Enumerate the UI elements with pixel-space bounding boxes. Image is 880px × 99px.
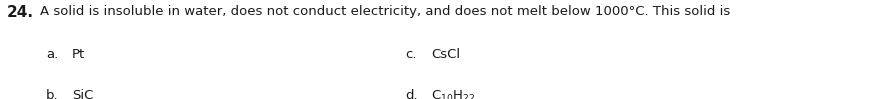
Text: A solid is insoluble in water, does not conduct electricity, and does not melt b: A solid is insoluble in water, does not … bbox=[40, 5, 730, 18]
Text: b.: b. bbox=[46, 89, 58, 99]
Text: CsCl: CsCl bbox=[431, 48, 460, 60]
Text: d.: d. bbox=[405, 89, 417, 99]
Text: 24.: 24. bbox=[7, 5, 34, 20]
Text: Pt: Pt bbox=[72, 48, 85, 60]
Text: c.: c. bbox=[405, 48, 416, 60]
Text: $\mathrm{C_{10}H_{22}}$: $\mathrm{C_{10}H_{22}}$ bbox=[431, 89, 475, 99]
Text: a.: a. bbox=[46, 48, 58, 60]
Text: SiC: SiC bbox=[72, 89, 93, 99]
